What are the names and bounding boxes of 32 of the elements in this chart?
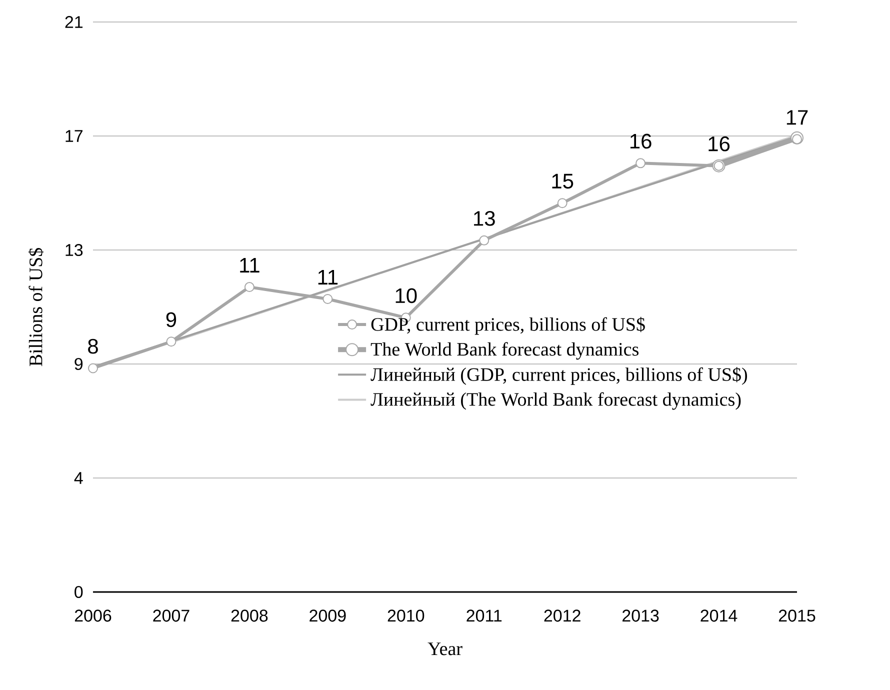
x-tick-label: 2012 [544, 610, 580, 622]
y-tick-label: 13 [66, 244, 83, 256]
y-tick-label: 21 [65, 16, 83, 28]
data-label: 8 [88, 338, 98, 354]
data-label: 16 [630, 134, 652, 149]
x-axis-title: Year [428, 642, 462, 656]
y-tick-label: 9 [74, 358, 83, 370]
y-tick-label: 4 [74, 472, 83, 484]
x-tick-label: 2006 [74, 610, 112, 622]
x-tick-label: 2011 [466, 610, 502, 622]
data-label: 10 [396, 288, 417, 304]
x-tick-label: 2014 [700, 610, 738, 622]
x-tick-label: 2008 [231, 610, 268, 622]
legend-label: Линейный (GDP, current prices, billions of US$) [370, 367, 747, 385]
y-tick-label: 17 [66, 130, 82, 142]
data-label: 16 [708, 136, 730, 152]
legend-label: Линейный (The World Bank forecast dynamics) [370, 392, 741, 410]
data-label: 11 [318, 270, 338, 284]
y-tick-label: 0 [74, 586, 83, 598]
x-tick-label: 2010 [388, 610, 424, 622]
x-tick-label: 2009 [310, 610, 346, 622]
x-tick-label: 2013 [622, 610, 659, 622]
data-label: 15 [552, 174, 574, 189]
legend-label: The World Bank forecast dynamics [370, 342, 639, 360]
x-tick-label: 2015 [778, 610, 816, 622]
data-label: 17 [786, 110, 808, 125]
legend-label: GDP, current prices, billions of US$ [371, 316, 645, 335]
y-axis-title: Billions of US$ [28, 248, 44, 366]
data-label: 13 [474, 211, 495, 226]
data-label: 11 [240, 258, 260, 272]
data-label: 9 [166, 312, 176, 328]
x-tick-label: 2007 [153, 610, 190, 622]
